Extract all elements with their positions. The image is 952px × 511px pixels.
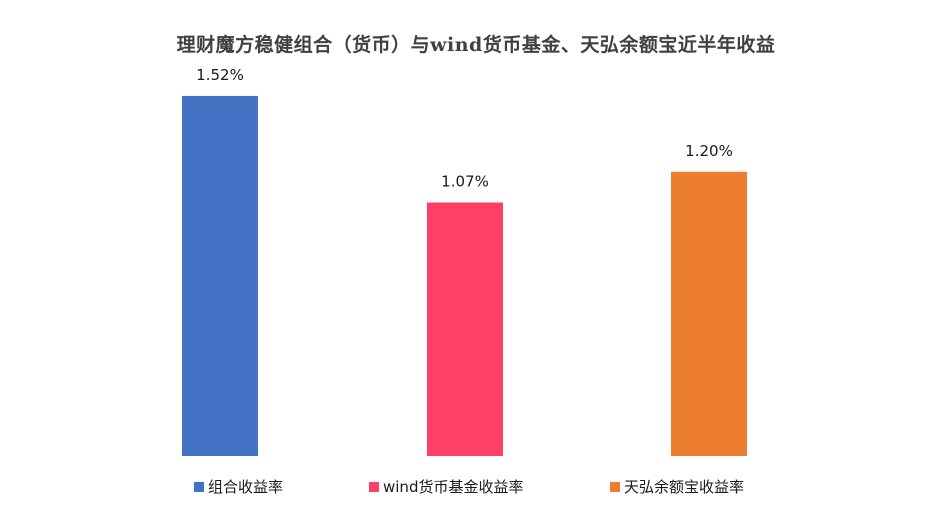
legend-swatch-3 xyxy=(610,482,620,492)
legend-label-2: wind货币基金收益率 xyxy=(383,478,523,496)
bar-1 xyxy=(182,95,258,456)
bar-3 xyxy=(671,171,747,456)
data-label-3: 1.20% xyxy=(685,142,733,160)
legend-swatch-2 xyxy=(369,482,379,492)
legend-swatch-1 xyxy=(194,482,204,492)
legend-label-1: 组合收益率 xyxy=(208,478,283,496)
chart-title: 理财魔方稳健组合（货币）与wind货币基金、天弘余额宝近半年收益 xyxy=(176,34,776,56)
data-label-2: 1.07% xyxy=(441,173,489,191)
bar-2 xyxy=(427,202,503,456)
data-label-1: 1.52% xyxy=(196,66,244,84)
legend-label-3: 天弘余额宝收益率 xyxy=(624,478,744,496)
